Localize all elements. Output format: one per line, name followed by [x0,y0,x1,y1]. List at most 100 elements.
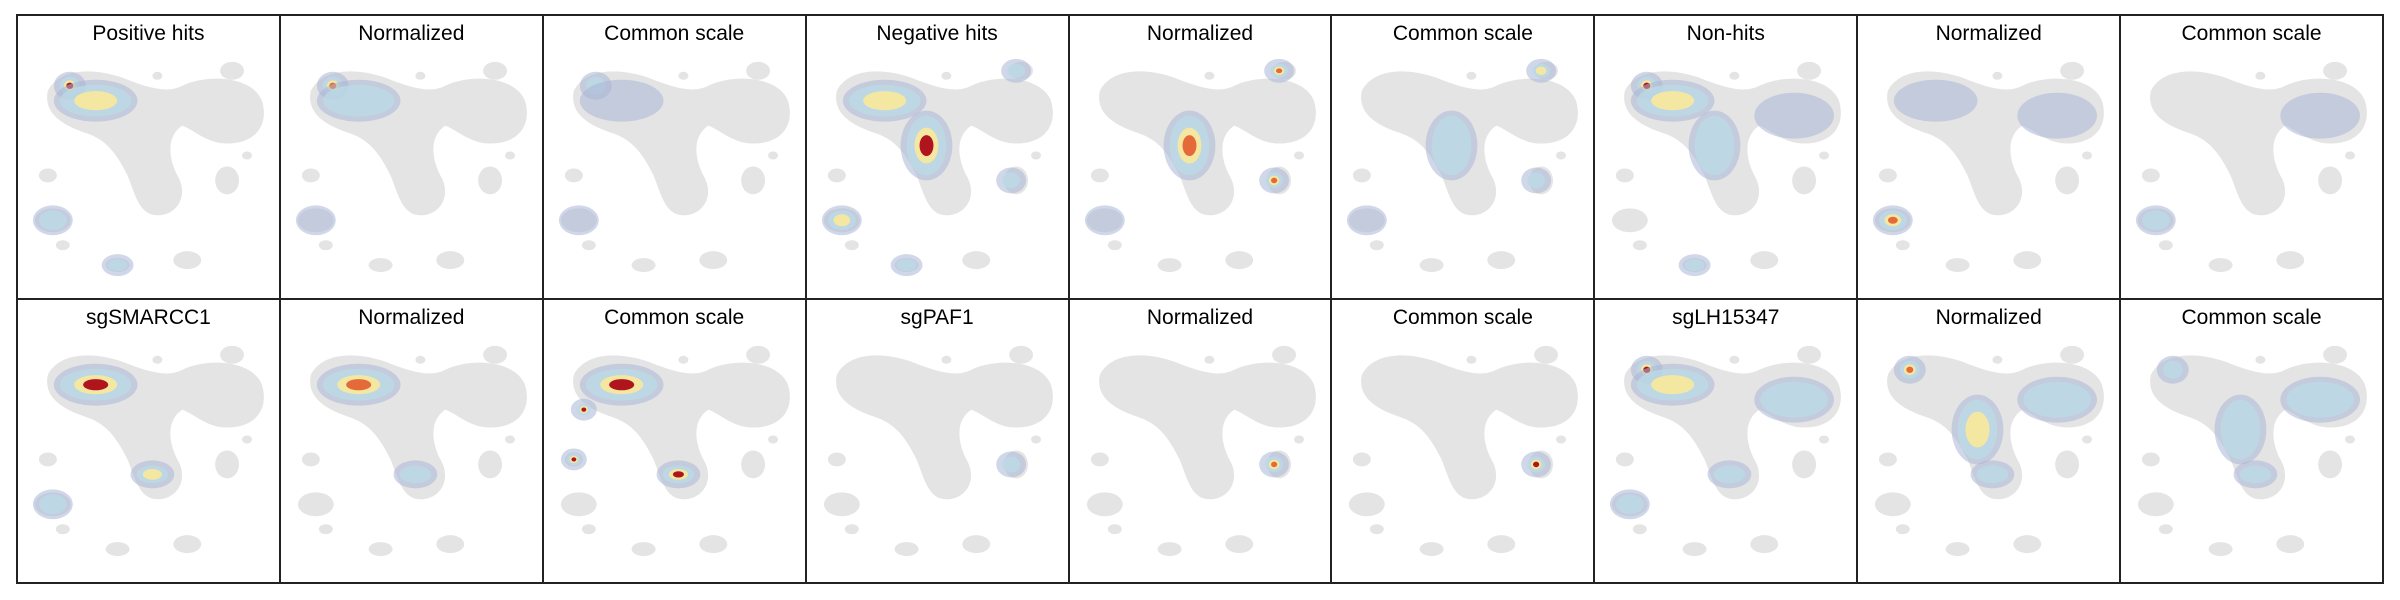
density-panel-grid: Positive hits Normalized Common scale Negat… [16,14,2384,584]
density-hotspot-right-loop [2280,92,2361,139]
embedding-silhouette [823,345,1053,557]
density-hotspot-center-stem [1426,110,1478,181]
density-hotspot-right-middle-spot [995,167,1026,194]
density-hotspot-right-loop [1754,92,1835,139]
density-hotspot-top-left-spot [1894,355,1926,384]
panel-title: Negative hits [876,22,998,45]
embedding-silhouette [1086,345,1316,557]
panel-title: Normalized [1146,22,1254,45]
density-hotspot-right-middle-spot [1521,167,1552,194]
density-hotspot-lower-left-islands [1347,205,1388,236]
density-panel: Normalized [1069,16,1333,300]
density-panel: Negative hits [806,16,1070,300]
density-map [1086,345,1316,557]
density-map [32,61,264,277]
density-hotspot-bottom-small-islands [101,254,134,277]
density-panel: Normalized [1858,300,2122,584]
density-map [32,345,264,557]
density-map [1347,58,1579,273]
density-panel: sgPAF1 [806,300,1070,584]
panel-title: Normalized [1935,306,2042,329]
density-hotspot-upper-left-arm [316,79,401,122]
density-hotspot-upper-left-arm [53,79,138,122]
density-hotspot-right-loop [2017,376,2098,423]
density-hotspot-top-right-spot [1263,58,1294,83]
embedding-silhouette [1349,345,1579,557]
density-map [2136,61,2367,273]
panel-title: Normalized [358,22,465,45]
density-hotspot-right-middle-spot [1258,167,1289,194]
density-panel: sgLH15347 [1595,300,1859,584]
density-panel: sgSMARCC1 [18,300,281,584]
density-hotspot-center-lower-spot [130,460,175,489]
density-hotspot-lower-left-islands [295,205,336,236]
density-map [1873,61,2105,273]
panel-title: sgLH15347 [1672,306,1780,329]
density-map [1875,345,2105,557]
density-hotspot-lower-left-islands [1873,205,1913,236]
panel-title: Common scale [604,22,745,45]
density-panel: Normalized [280,300,544,584]
density-hotspot-upper-left-arm [53,363,138,406]
density-map [560,345,790,557]
density-panel: Non-hits [1595,16,1859,300]
density-hotspot-center-lower-spot [2233,460,2278,489]
density-hotspot-lower-left-islands [558,205,599,236]
density-panel: Common scale [1332,300,1596,584]
density-hotspot-right-middle-spot [995,451,1026,478]
density-hotspot-lower-left-islands [1610,489,1651,520]
density-hotspot-top-left-spot [2156,355,2189,384]
density-hotspot-center-stem [1951,394,2004,465]
panel-title: Positive hits [92,22,205,45]
density-map [1084,58,1316,273]
density-hotspot-center-stem [900,110,953,181]
density-hotspot-center-stem [1163,110,1215,181]
panel-title: Common scale [1392,22,1533,45]
density-hotspot-upper-left-arm [316,363,401,406]
density-hotspot-lower-left-islands [2136,205,2176,236]
panel-title: Non-hits [1686,22,1765,45]
density-hotspot-center-lower-spot [656,460,701,489]
density-hotspot-lower-left-islands [32,205,73,236]
density-hotspot-upper-left-arm [842,79,927,122]
panel-title: Normalized [1146,306,1254,329]
density-panel: Common scale [1332,16,1596,300]
panel-title: sgSMARCC1 [86,306,211,329]
density-panel: Common scale [543,16,807,300]
density-panel: Positive hits [18,16,281,300]
embedding-silhouette [2138,61,2367,273]
density-hotspot-bottom-small-islands [890,254,923,277]
density-hotspot-upper-left-arm [579,79,664,122]
density-panel: Normalized [1069,300,1333,584]
density-panel: Common scale [2121,16,2384,300]
density-panel: Normalized [1858,16,2122,300]
density-hotspot-right-middle-spot [1258,451,1289,478]
density-map [821,58,1053,277]
density-hotspot-lower-left-islands [32,489,73,520]
density-panel: Common scale [543,300,807,584]
density-hotspot-bottom-small-islands [1678,254,1711,277]
density-hotspot-top-right-spot [1526,58,1557,83]
panel-title: Common scale [604,306,745,329]
density-map [295,61,527,273]
density-hotspot-top-right-spot [1000,58,1031,83]
density-map [2138,345,2367,557]
density-hotspot-right-loop [2017,92,2098,139]
density-hotspot-center-lower-spot [1970,460,2015,489]
density-panel: Normalized [280,16,544,300]
density-hotspot-center-stem [2214,394,2267,465]
density-map [823,345,1053,557]
density-map [297,345,527,557]
density-hotspot-right-loop [2280,376,2361,423]
panel-title: Common scale [2181,306,2322,329]
density-map [1610,345,1842,557]
density-hotspot-left-small-spot [560,448,587,471]
panel-title: Normalized [358,306,465,329]
panel-title: sgPAF1 [900,306,974,329]
density-hotspot-center-lower-spot [393,460,438,489]
density-map [1612,61,1842,277]
density-panel: Common scale [2121,300,2384,584]
density-hotspot-center-lower-spot [1707,460,1752,489]
density-hotspot-far-left-spot [570,398,597,421]
panel-title: Normalized [1935,22,2042,45]
